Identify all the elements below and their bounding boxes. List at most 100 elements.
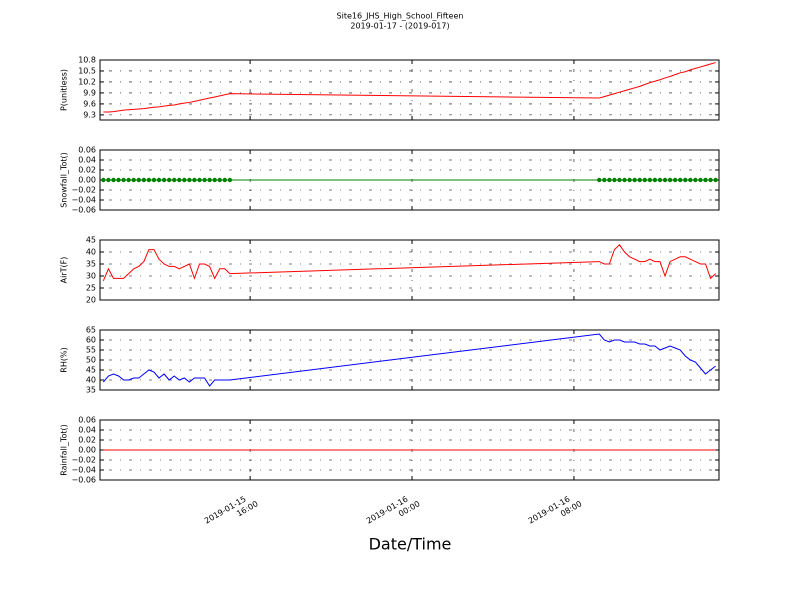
y-tick-label: 45 bbox=[86, 236, 96, 245]
data-point bbox=[126, 177, 131, 183]
y-axis-label: RH(%) bbox=[60, 347, 69, 372]
y-tick-label: 35 bbox=[86, 260, 96, 269]
y-tick-label: 65 bbox=[86, 326, 96, 335]
plot-frame bbox=[99, 149, 720, 211]
data-point bbox=[192, 177, 197, 183]
y-tick-label: 50 bbox=[86, 356, 96, 365]
y-tick-label: 0.00 bbox=[78, 176, 96, 185]
data-point bbox=[101, 177, 106, 183]
data-point bbox=[146, 177, 152, 183]
data-point bbox=[121, 177, 126, 183]
y-tick-label: −0.04 bbox=[71, 466, 96, 475]
data-point bbox=[698, 177, 703, 183]
y-axis-label: AirT(F) bbox=[60, 257, 69, 284]
y-tick-label: −0.02 bbox=[71, 456, 96, 465]
data-point bbox=[177, 177, 182, 183]
y-tick-label: 35 bbox=[86, 386, 96, 395]
data-point bbox=[161, 177, 167, 183]
data-point bbox=[632, 177, 637, 183]
data-point bbox=[116, 177, 121, 183]
y-axis-label: Rainfall_Tot() bbox=[60, 424, 69, 476]
y-tick-label: −0.06 bbox=[71, 476, 96, 485]
data-line bbox=[102, 333, 716, 387]
data-point bbox=[683, 177, 688, 183]
chart-title: Site16_JHS_High_School_Fifteen bbox=[337, 12, 464, 21]
data-point bbox=[166, 177, 172, 183]
data-point bbox=[617, 177, 622, 183]
plot-frame bbox=[99, 419, 720, 481]
data-point bbox=[627, 177, 632, 183]
data-point bbox=[642, 177, 647, 183]
y-tick-label: 0.04 bbox=[78, 156, 96, 165]
data-point bbox=[187, 177, 192, 183]
data-point bbox=[678, 177, 683, 183]
y-tick-label: 25 bbox=[86, 284, 96, 293]
data-point bbox=[652, 177, 658, 183]
data-point bbox=[602, 177, 607, 183]
data-point bbox=[182, 177, 187, 183]
plot-frame bbox=[99, 239, 720, 301]
data-point bbox=[713, 177, 718, 183]
y-tick-label: 0.00 bbox=[78, 446, 96, 455]
y-tick-label: 60 bbox=[86, 336, 96, 345]
data-point bbox=[197, 177, 202, 183]
plot-frame bbox=[99, 329, 720, 391]
data-point bbox=[106, 177, 111, 183]
y-tick-label: 55 bbox=[86, 346, 96, 355]
data-point bbox=[111, 177, 116, 183]
y-tick-label: 9.6 bbox=[83, 99, 96, 108]
data-point bbox=[662, 177, 668, 183]
y-tick-label: −0.02 bbox=[71, 186, 96, 195]
y-axis-label: P(unitless) bbox=[60, 69, 69, 111]
data-point bbox=[141, 177, 147, 183]
data-point bbox=[612, 177, 617, 183]
y-tick-label: −0.06 bbox=[71, 206, 96, 215]
y-tick-label: 45 bbox=[86, 366, 96, 375]
data-point bbox=[647, 177, 653, 183]
y-axis-label: Snowfall_Tot() bbox=[60, 152, 69, 208]
data-point bbox=[667, 177, 673, 183]
y-tick-label: 30 bbox=[86, 272, 96, 281]
data-point bbox=[227, 177, 233, 183]
data-point bbox=[637, 177, 642, 183]
data-point bbox=[222, 177, 228, 183]
data-line bbox=[102, 244, 716, 281]
y-tick-label: 10.8 bbox=[78, 56, 96, 65]
data-point bbox=[622, 177, 627, 183]
y-tick-label: 20 bbox=[86, 296, 96, 305]
y-tick-label: 9.3 bbox=[83, 110, 96, 119]
data-point bbox=[131, 177, 136, 183]
y-tick-label: 40 bbox=[86, 376, 96, 385]
data-point bbox=[657, 177, 663, 183]
data-point bbox=[693, 177, 698, 183]
data-line bbox=[103, 62, 716, 113]
plot-frame bbox=[99, 59, 720, 121]
data-point bbox=[672, 177, 678, 183]
y-tick-label: 0.02 bbox=[78, 166, 96, 175]
y-tick-label: 0.04 bbox=[78, 426, 96, 435]
data-point bbox=[703, 177, 708, 183]
y-tick-label: 10.2 bbox=[78, 77, 96, 86]
data-point bbox=[202, 177, 207, 183]
x-axis-label: Date/Time bbox=[369, 535, 452, 554]
y-tick-label: 0.02 bbox=[78, 436, 96, 445]
y-tick-label: 10.5 bbox=[78, 66, 96, 75]
data-point bbox=[607, 177, 612, 183]
data-point bbox=[207, 177, 212, 183]
data-point bbox=[597, 177, 602, 183]
data-point bbox=[688, 177, 693, 183]
data-point bbox=[136, 177, 141, 183]
y-tick-label: 40 bbox=[86, 248, 96, 257]
y-tick-label: 0.06 bbox=[78, 146, 96, 155]
data-point bbox=[172, 177, 177, 183]
data-point bbox=[151, 177, 157, 183]
data-point bbox=[217, 177, 222, 183]
data-point bbox=[156, 177, 162, 183]
y-tick-label: −0.04 bbox=[71, 196, 96, 205]
y-tick-label: 0.06 bbox=[78, 416, 96, 425]
chart-subtitle: 2019-01-17 - (2019-017) bbox=[350, 22, 449, 31]
y-tick-label: 9.9 bbox=[83, 88, 96, 97]
data-point bbox=[212, 177, 217, 183]
data-point bbox=[708, 177, 713, 183]
